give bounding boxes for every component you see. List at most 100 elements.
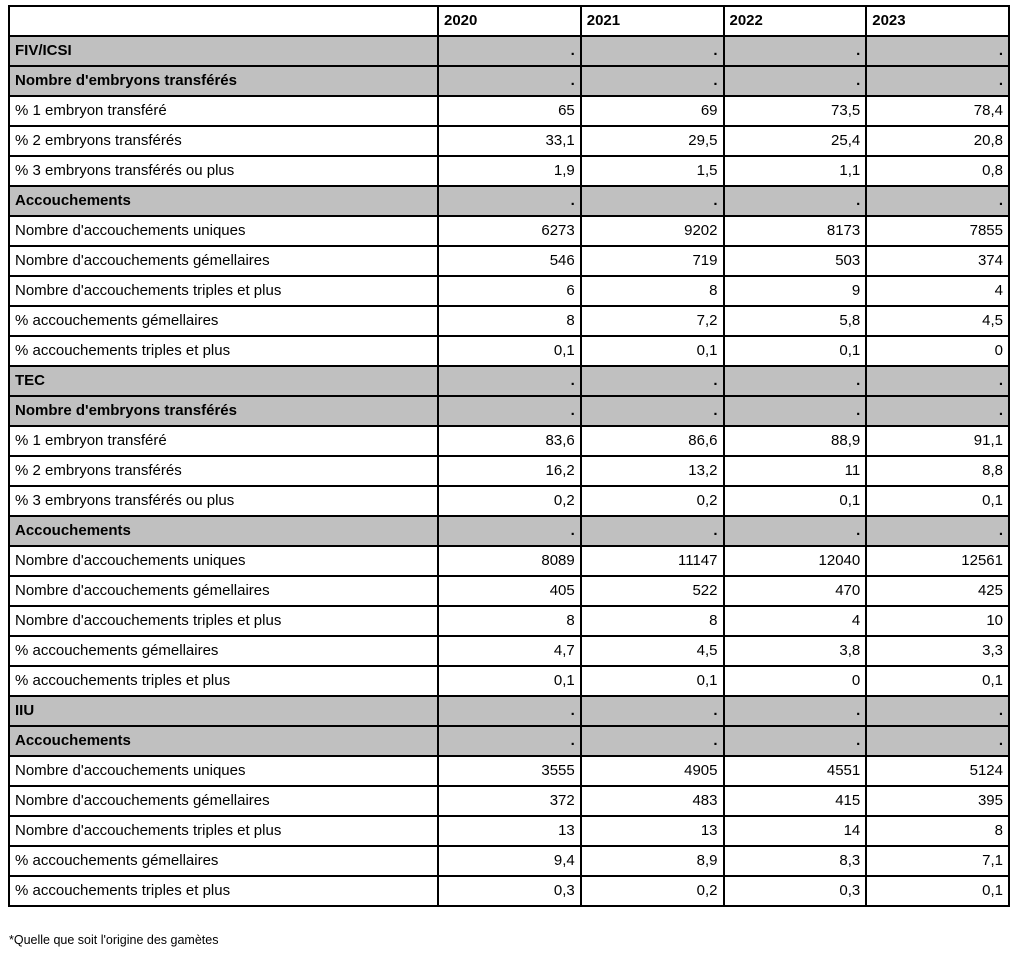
cell-value: . — [722, 185, 868, 217]
table-body: FIV/ICSI.... Nombre d'embryons transférés… — [8, 35, 1010, 907]
cell-value: 0,1 — [579, 335, 725, 367]
cell-value: 86,6 — [579, 425, 725, 457]
header-row: 2020 2021 2022 2023 — [8, 5, 1010, 37]
row-label: FIV/ICSI — [8, 35, 439, 67]
cell-value: 13,2 — [579, 455, 725, 487]
row-label: IIU — [8, 695, 439, 727]
year-header-2023: 2023 — [865, 5, 1010, 37]
row-label: % 1 embryon transféré — [8, 425, 439, 457]
cell-value: 8 — [579, 605, 725, 637]
cell-value: . — [722, 65, 868, 97]
data-row: % accouchements gémellaires 8 7,2 5,8 4,5 — [8, 305, 1010, 337]
row-label: Accouchements — [8, 515, 439, 547]
cell-value: 11 — [722, 455, 868, 487]
cell-value: 7855 — [865, 215, 1010, 247]
year-header-2022: 2022 — [722, 5, 868, 37]
data-row: % 3 embryons transférés ou plus 1,9 1,5 1,1… — [8, 155, 1010, 187]
cell-value: 4,5 — [579, 635, 725, 667]
cell-value: . — [865, 725, 1010, 757]
cell-value: 8,8 — [865, 455, 1010, 487]
data-row: % accouchements gémellaires 9,4 8,9 8,3 7,1 — [8, 845, 1010, 877]
cell-value: . — [579, 395, 725, 427]
row-label: % accouchements triples et plus — [8, 665, 439, 697]
cell-value: . — [722, 725, 868, 757]
cell-value: 8 — [579, 275, 725, 307]
row-label: Nombre d'accouchements gémellaires — [8, 245, 439, 277]
row-label: Nombre d'accouchements uniques — [8, 215, 439, 247]
row-label: % accouchements gémellaires — [8, 845, 439, 877]
data-row: Nombre d'accouchements gémellaires 546 719… — [8, 245, 1010, 277]
cell-value: 9,4 — [437, 845, 582, 877]
cell-value: 0,1 — [722, 335, 868, 367]
cell-value: 16,2 — [437, 455, 582, 487]
row-label: Nombre d'embryons transférés — [8, 395, 439, 427]
cell-value: 0 — [865, 335, 1010, 367]
cell-value: . — [437, 35, 582, 67]
cell-value: 12040 — [722, 545, 868, 577]
cell-value: 483 — [579, 785, 725, 817]
cell-value: 13 — [579, 815, 725, 847]
row-label: % accouchements gémellaires — [8, 635, 439, 667]
cell-value: 12561 — [865, 545, 1010, 577]
cell-value: 0,2 — [579, 875, 725, 907]
row-label: % 2 embryons transférés — [8, 125, 439, 157]
cell-value: 8 — [865, 815, 1010, 847]
cell-value: . — [865, 395, 1010, 427]
cell-value: 8,3 — [722, 845, 868, 877]
section-row: Nombre d'embryons transférés.... — [8, 65, 1010, 97]
cell-value: 1,5 — [579, 155, 725, 187]
cell-value: 0,1 — [865, 665, 1010, 697]
cell-value: 5124 — [865, 755, 1010, 787]
data-row: % 2 embryons transférés 33,1 29,5 25,4 20,8 — [8, 125, 1010, 157]
row-label: Nombre d'accouchements gémellaires — [8, 575, 439, 607]
cell-value: 4,5 — [865, 305, 1010, 337]
cell-value: . — [579, 695, 725, 727]
cell-value: 10 — [865, 605, 1010, 637]
row-label: Nombre d'accouchements uniques — [8, 545, 439, 577]
cell-value: 3555 — [437, 755, 582, 787]
cell-value: 8 — [437, 605, 582, 637]
cell-value: 3,3 — [865, 635, 1010, 667]
cell-value: 25,4 — [722, 125, 868, 157]
cell-value: 6 — [437, 275, 582, 307]
cell-value: 0,1 — [865, 485, 1010, 517]
cell-value: 29,5 — [579, 125, 725, 157]
row-label: % 3 embryons transférés ou plus — [8, 485, 439, 517]
section-row: Accouchements.... — [8, 725, 1010, 757]
row-label: Nombre d'accouchements uniques — [8, 755, 439, 787]
cell-value: . — [722, 35, 868, 67]
cell-value: . — [437, 395, 582, 427]
data-row: % 1 embryon transféré 65 69 73,5 78,4 — [8, 95, 1010, 127]
section-row: IIU.... — [8, 695, 1010, 727]
cell-value: . — [722, 515, 868, 547]
cell-value: . — [437, 365, 582, 397]
cell-value: 0,3 — [722, 875, 868, 907]
data-row: Nombre d'accouchements triples et plus 6 8… — [8, 275, 1010, 307]
cell-value: 5,8 — [722, 305, 868, 337]
cell-value: 0,2 — [437, 485, 582, 517]
corner-cell — [8, 5, 439, 37]
cell-value: . — [437, 515, 582, 547]
cell-value: . — [437, 695, 582, 727]
cell-value: 8089 — [437, 545, 582, 577]
cell-value: . — [865, 185, 1010, 217]
data-row: Nombre d'accouchements triples et plus 13… — [8, 815, 1010, 847]
cell-value: 7,2 — [579, 305, 725, 337]
section-row: Accouchements.... — [8, 185, 1010, 217]
cell-value: 14 — [722, 815, 868, 847]
cell-value: 20,8 — [865, 125, 1010, 157]
cell-value: 8,9 — [579, 845, 725, 877]
row-label: Accouchements — [8, 185, 439, 217]
cell-value: . — [579, 185, 725, 217]
data-row: % 2 embryons transférés 16,2 13,2 11 8,8 — [8, 455, 1010, 487]
cell-value: 0,1 — [579, 665, 725, 697]
cell-value: . — [579, 365, 725, 397]
cell-value: 88,9 — [722, 425, 868, 457]
cell-value: . — [437, 65, 582, 97]
cell-value: 0,1 — [437, 335, 582, 367]
cell-value: 69 — [579, 95, 725, 127]
cell-value: . — [579, 65, 725, 97]
cell-value: 0 — [722, 665, 868, 697]
cell-value: . — [722, 395, 868, 427]
year-header-2021: 2021 — [579, 5, 725, 37]
